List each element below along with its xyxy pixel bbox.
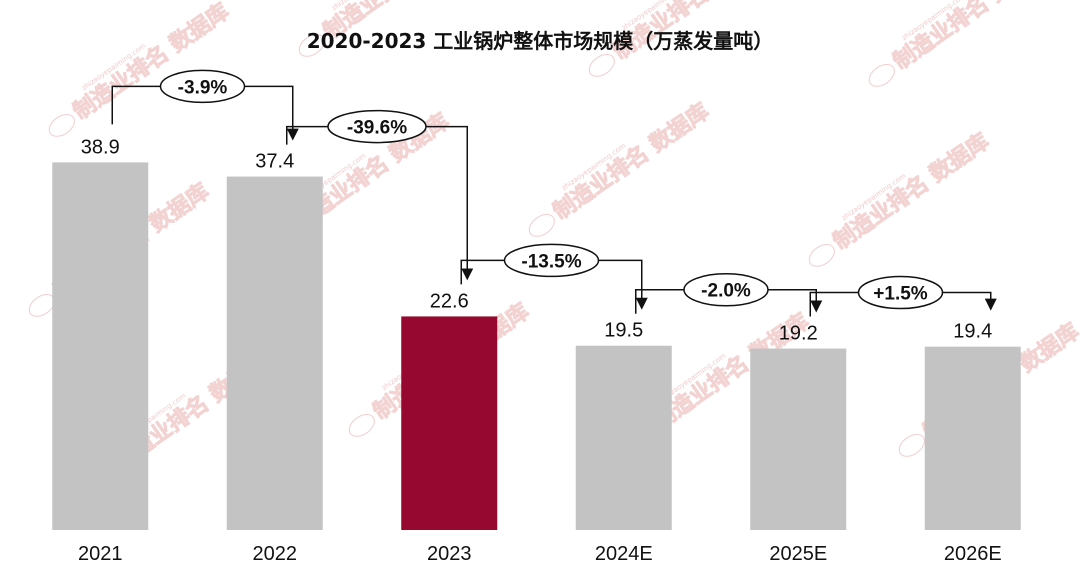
category-label: 2024E — [595, 543, 653, 565]
chart-title: 2020-2023 工业锅炉整体市场规模（万蒸发量吨） — [307, 29, 774, 53]
svg-text:制造业排名 数据库: 制造业排名 数据库 — [69, 0, 234, 125]
bar-2024E — [575, 345, 672, 530]
category-label: 2025E — [769, 543, 827, 565]
value-label: 37.4 — [255, 151, 294, 173]
growth-bubble — [683, 272, 769, 307]
bar-2021 — [52, 162, 149, 530]
bar-2025E — [750, 348, 847, 530]
growth-bubble — [327, 109, 427, 144]
svg-text:制造业排名 数据库: 制造业排名 数据库 — [549, 98, 714, 225]
bar-2026E — [924, 346, 1021, 530]
growth-annotations: -3.9% -39.6% -13.5% -2.0% +1.5% — [111, 69, 997, 317]
category-label: 2026E — [944, 543, 1002, 565]
value-label: 19.2 — [779, 323, 818, 345]
bar-2023 — [401, 316, 498, 530]
value-label: 22.6 — [430, 290, 469, 312]
category-label: 2021 — [78, 543, 123, 565]
value-label: 19.5 — [604, 320, 643, 342]
bar-2022 — [226, 176, 323, 530]
growth-rate-label: -13.5% — [521, 251, 581, 272]
svg-text:制造业排名 数据库: 制造业排名 数据库 — [889, 0, 1054, 75]
growth-annotation: -3.9% — [111, 69, 299, 141]
growth-annotation: -2.0% — [635, 272, 823, 314]
value-label: 19.4 — [953, 321, 992, 343]
svg-text:制造业排名 数据库: 制造业排名 数据库 — [829, 128, 994, 255]
growth-annotation: +1.5% — [809, 275, 997, 317]
growth-annotation: -13.5% — [460, 243, 648, 310]
growth-rate-label: +1.5% — [873, 284, 928, 305]
growth-rate-label: -39.6% — [347, 118, 407, 139]
growth-rate-label: -3.9% — [178, 77, 228, 98]
growth-rate-label: -2.0% — [701, 281, 751, 302]
labels-layer: 38.9 2021 37.4 2022 22.6 2023 19.5 2024E 19.2 202… — [78, 136, 1002, 565]
growth-bubble — [857, 275, 944, 310]
growth-annotation: -39.6% — [286, 109, 474, 281]
value-label: 38.9 — [81, 136, 120, 158]
category-label: 2023 — [427, 543, 472, 565]
growth-bubble — [503, 243, 600, 278]
growth-bubble — [159, 69, 246, 104]
category-label: 2022 — [253, 543, 298, 565]
bars-layer — [52, 162, 1021, 530]
